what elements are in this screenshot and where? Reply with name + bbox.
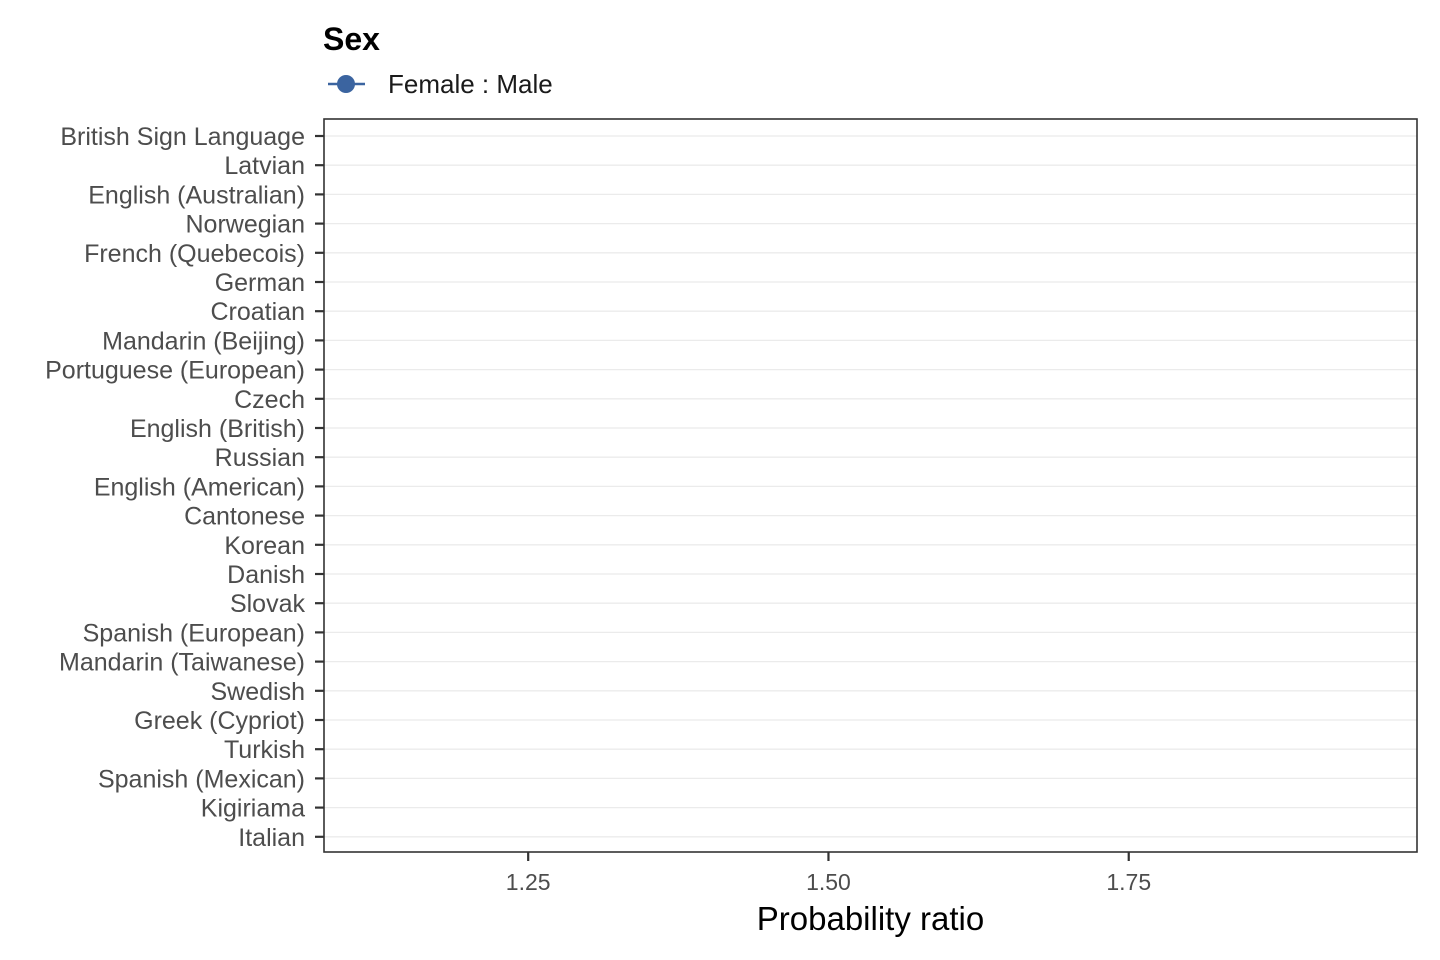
gridlines (324, 135, 1417, 838)
y-tick-label: Spanish (European) (83, 619, 305, 647)
y-tick-label: French (Quebecois) (84, 240, 305, 268)
legend-entries: Female : Male (328, 69, 553, 99)
x-tick-label: 1.75 (1106, 869, 1151, 895)
y-tick-label: Swedish (211, 678, 306, 706)
y-tick-label: Croatian (211, 298, 306, 326)
legend-label: Female : Male (388, 69, 553, 99)
x-tick-label: 1.50 (806, 869, 851, 895)
y-tick-label: Italian (238, 824, 305, 852)
y-tick-label: Spanish (Mexican) (98, 765, 305, 793)
y-tick-label: Greek (Cypriot) (134, 707, 305, 735)
y-tick-label: British Sign Language (60, 123, 305, 151)
y-tick-label: Korean (224, 532, 305, 560)
legend-title: Sex (323, 21, 380, 57)
y-tick-label: Slovak (230, 590, 306, 618)
y-tick-label: English (British) (130, 415, 305, 443)
y-tick-label: Mandarin (Beijing) (102, 327, 305, 355)
y-tick-label: Cantonese (184, 503, 305, 531)
x-axis: 1.25 1.50 1.75 (506, 852, 1151, 895)
y-tick-label: Norwegian (185, 211, 305, 239)
y-tick-label: Turkish (224, 736, 305, 764)
y-tick-label: English (American) (94, 473, 305, 501)
y-tick-label: English (Australian) (88, 181, 305, 209)
legend: Sex Female : Male (323, 21, 553, 99)
y-tick-label: German (215, 269, 305, 297)
y-tick-label: Latvian (224, 152, 305, 180)
y-tick-label: Czech (234, 386, 305, 414)
y-tick-label: Russian (215, 444, 305, 472)
y-tick-label: Kigiriama (201, 795, 305, 823)
legend-key-point (337, 75, 355, 93)
plot-panel-border (323, 118, 1418, 853)
x-axis-title: Probability ratio (757, 900, 984, 937)
x-tick-label: 1.25 (506, 869, 551, 895)
y-tick-label: Danish (227, 561, 305, 589)
y-tick-label: Mandarin (Taiwanese) (59, 649, 305, 677)
y-tick-label: Portuguese (European) (45, 357, 305, 385)
